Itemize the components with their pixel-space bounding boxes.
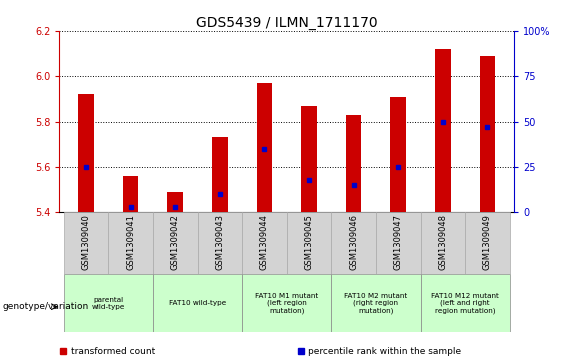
Bar: [242, 274, 331, 332]
Bar: [79, 94, 94, 212]
Bar: [465, 212, 510, 274]
Bar: [108, 212, 153, 274]
Bar: [153, 212, 198, 274]
Text: GSM1309040: GSM1309040: [81, 214, 90, 270]
Bar: [123, 176, 138, 212]
Text: genotype/variation: genotype/variation: [3, 302, 89, 311]
Bar: [64, 274, 153, 332]
Text: FAT10 M12 mutant
(left and right
region mutation): FAT10 M12 mutant (left and right region …: [431, 293, 499, 314]
Bar: [435, 49, 451, 212]
Bar: [64, 212, 108, 274]
Text: FAT10 wild-type: FAT10 wild-type: [169, 300, 226, 306]
Bar: [420, 274, 510, 332]
Bar: [390, 97, 406, 212]
Bar: [153, 274, 242, 332]
Text: transformed count: transformed count: [71, 347, 155, 356]
Text: FAT10 M2 mutant
(right region
mutation): FAT10 M2 mutant (right region mutation): [344, 293, 407, 314]
Text: FAT10 M1 mutant
(left region
mutation): FAT10 M1 mutant (left region mutation): [255, 293, 318, 314]
Bar: [257, 83, 272, 212]
Bar: [331, 274, 420, 332]
Bar: [331, 212, 376, 274]
Text: GSM1309041: GSM1309041: [126, 214, 135, 270]
Bar: [212, 138, 228, 212]
Text: GSM1309044: GSM1309044: [260, 214, 269, 270]
Title: GDS5439 / ILMN_1711170: GDS5439 / ILMN_1711170: [196, 16, 377, 30]
Bar: [301, 106, 317, 212]
Text: GSM1309047: GSM1309047: [394, 214, 403, 270]
Bar: [376, 212, 420, 274]
Bar: [242, 212, 286, 274]
Text: GSM1309048: GSM1309048: [438, 214, 447, 270]
Bar: [420, 212, 465, 274]
Text: GSM1309046: GSM1309046: [349, 214, 358, 270]
Text: GSM1309042: GSM1309042: [171, 214, 180, 270]
Text: GSM1309049: GSM1309049: [483, 214, 492, 270]
Bar: [346, 115, 362, 212]
Text: percentile rank within the sample: percentile rank within the sample: [308, 347, 461, 356]
Text: GSM1309043: GSM1309043: [215, 214, 224, 270]
Bar: [167, 192, 183, 212]
Text: GSM1309045: GSM1309045: [305, 214, 314, 270]
Text: parental
wild-type: parental wild-type: [92, 297, 125, 310]
Bar: [287, 212, 331, 274]
Bar: [198, 212, 242, 274]
Bar: [480, 56, 495, 212]
